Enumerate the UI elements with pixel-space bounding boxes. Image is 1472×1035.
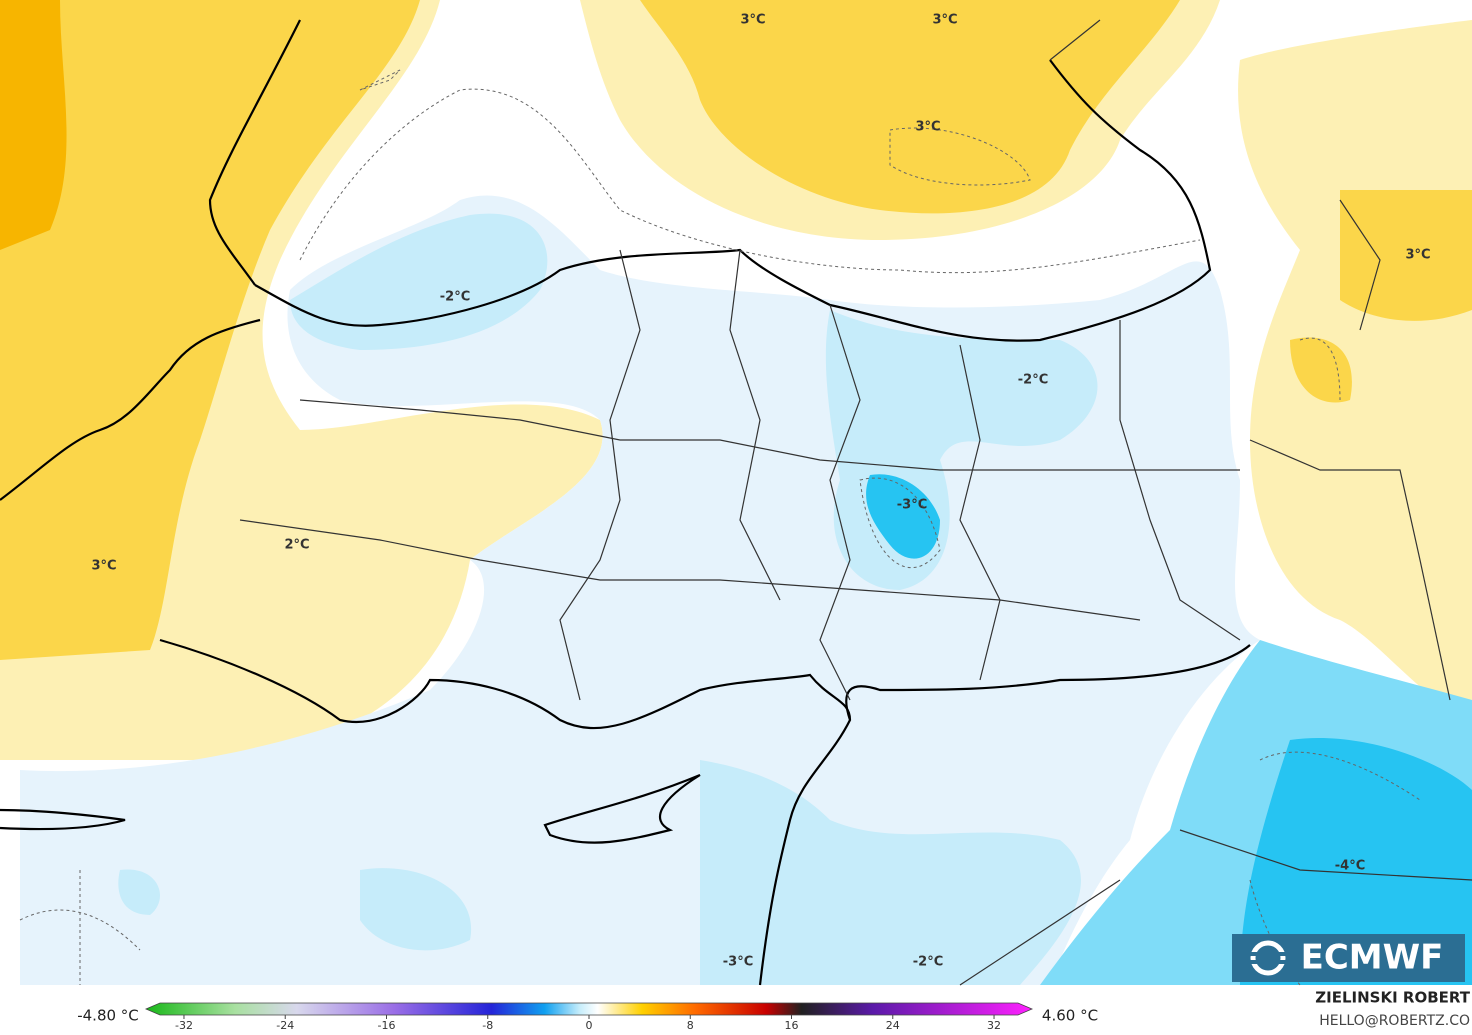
contour-label: 3°C xyxy=(740,13,765,28)
colorbar-tick-label: 0 xyxy=(586,1019,593,1032)
max-value: 4.60 °C xyxy=(1042,1007,1098,1025)
contour-label: 2°C xyxy=(284,538,309,553)
logo-icon xyxy=(1250,940,1286,976)
colorbar-tick-label: -8 xyxy=(482,1019,493,1032)
warm-area xyxy=(0,0,420,660)
colorbar-tick-label: 8 xyxy=(687,1019,694,1032)
author-name: ZIELINSKI ROBERT xyxy=(1315,989,1470,1007)
contour-label: -2°C xyxy=(440,290,470,305)
colorbar-tick-label: -16 xyxy=(378,1019,396,1032)
colorbar-tick-label: -24 xyxy=(276,1019,294,1032)
contour-label: 3°C xyxy=(932,13,957,28)
contour-label: 3°C xyxy=(1405,248,1430,263)
contour-label: -3°C xyxy=(897,498,927,513)
contour-label: -4°C xyxy=(1335,859,1365,874)
coldest-area xyxy=(866,474,1472,985)
warmer-area xyxy=(0,0,67,250)
min-value: -4.80 °C xyxy=(77,1007,139,1025)
logo-icon xyxy=(1250,952,1286,956)
logo-text: ECMWF xyxy=(1301,938,1444,978)
contour-label: -3°C xyxy=(723,955,753,970)
cooler-area xyxy=(118,213,1098,986)
contour-label: -2°C xyxy=(1018,373,1048,388)
contour-label: 3°C xyxy=(91,559,116,574)
colorbar-tick-label: -32 xyxy=(175,1019,193,1032)
colorbar-tick-label: 24 xyxy=(886,1019,900,1032)
warm-area xyxy=(640,0,1180,214)
contour-label: -2°C xyxy=(913,955,943,970)
map xyxy=(0,0,1472,986)
logo-box: ECMWF xyxy=(1232,934,1465,982)
colorbar-tick-label: 32 xyxy=(987,1019,1001,1032)
colorbar-tick-label: 16 xyxy=(785,1019,799,1032)
author-contact: HELLO@ROBERTZ.CO xyxy=(1319,1013,1470,1029)
logo-icon xyxy=(1250,960,1286,964)
warm-area xyxy=(1290,190,1472,403)
contour-label: 3°C xyxy=(915,120,940,135)
colorbar xyxy=(144,1002,1034,1016)
